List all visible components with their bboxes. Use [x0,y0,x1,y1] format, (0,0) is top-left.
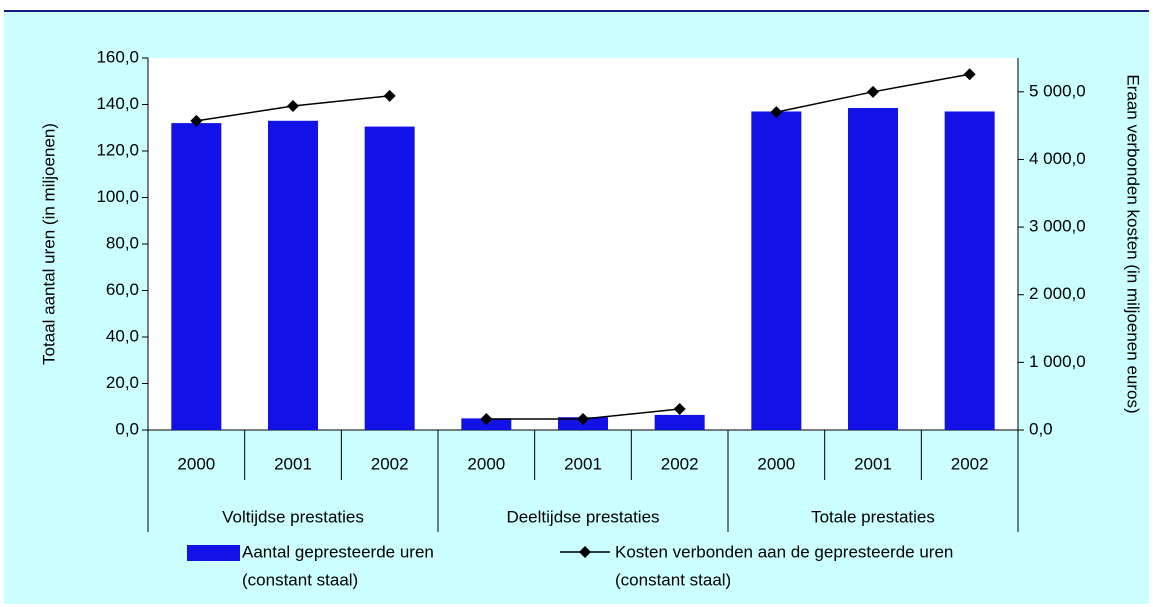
group-label: Voltijdse prestaties [222,507,364,526]
x-tick-label: 2000 [177,454,215,473]
legend-note: (constant staal) [615,570,731,589]
bar [848,107,898,431]
marker [867,85,879,98]
y-tick-label: 20,0 [106,373,139,392]
y2-axis-title: Eraan verbonden kosten (in miljoenen eur… [1124,74,1143,413]
legend-swatch [187,545,240,561]
y2-tick-label: 4 000,0 [1029,149,1086,168]
y-tick-label: 80,0 [106,233,139,252]
x-tick-label: 2000 [467,454,505,473]
x-tick-label: 2001 [854,454,892,473]
x-tick-label: 2001 [564,454,602,473]
marker [383,89,396,102]
y-tick-label: 60,0 [106,280,139,299]
group-label: Totale prestaties [811,507,935,526]
y-tick-label: 40,0 [106,326,139,345]
bar [268,120,318,431]
marker [287,100,299,113]
marker [480,412,493,425]
bar [654,414,705,430]
bar [171,123,222,430]
marker [770,106,783,119]
x-tick-label: 2001 [274,454,312,473]
y-tick-label: 120,0 [96,140,139,159]
legend-marker [579,546,591,558]
x-tick-label: 2002 [951,454,989,473]
bar [944,111,995,430]
y2-tick-label: 1 000,0 [1029,352,1086,371]
y2-tick-label: 0,0 [1029,419,1053,438]
y-tick-label: 100,0 [96,187,139,206]
marker [190,114,203,127]
y2-tick-label: 3 000,0 [1029,217,1086,236]
y-tick-label: 160,0 [96,47,139,66]
x-tick-label: 2000 [757,454,795,473]
y-tick-label: 140,0 [96,94,139,113]
bar [751,111,802,430]
legend-note: (constant staal) [242,570,358,589]
bar [364,126,415,431]
y2-tick-label: 5 000,0 [1029,81,1086,100]
y-axis-title: Totaal aantal uren (in miljoenen) [39,123,58,365]
legend-label: Aantal gepresteerde uren [242,542,434,561]
y2-tick-label: 2 000,0 [1029,284,1086,303]
group-label: Deeltijdse prestaties [506,507,659,526]
x-tick-label: 2002 [661,454,699,473]
marker [577,412,589,425]
y-tick-label: 0,0 [115,419,139,438]
marker [963,68,976,81]
marker [673,403,686,416]
x-tick-label: 2002 [371,454,409,473]
legend-label: Kosten verbonden aan de gepresteerde ure… [615,542,953,561]
